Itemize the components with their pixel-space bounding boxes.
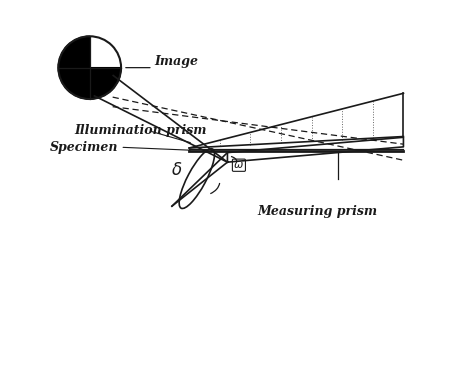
Text: $\omega$: $\omega$ [234,160,244,170]
Text: Image: Image [155,55,199,68]
Text: Specimen: Specimen [50,141,118,154]
Text: Illumination prism: Illumination prism [74,124,207,137]
Text: Measuring prism: Measuring prism [257,205,377,218]
Text: $\delta$: $\delta$ [171,162,182,179]
Wedge shape [58,36,90,68]
Wedge shape [58,68,121,99]
